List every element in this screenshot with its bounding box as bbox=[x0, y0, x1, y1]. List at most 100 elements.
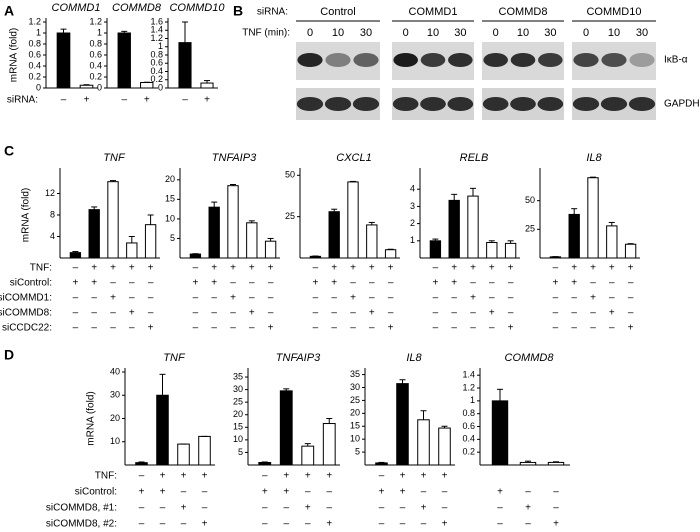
condition-sign: + bbox=[110, 293, 116, 304]
condition-sign: – bbox=[379, 503, 385, 514]
blot-band bbox=[538, 53, 563, 67]
y-tick-label: 0.2 bbox=[462, 447, 475, 457]
y-tick-label: 1.2 bbox=[462, 382, 475, 392]
bar bbox=[519, 461, 537, 466]
condition-sign: – bbox=[369, 278, 375, 289]
y-tick-label: 50 bbox=[525, 195, 535, 205]
condition-sign: + bbox=[628, 323, 634, 334]
condition-sign: + bbox=[211, 278, 217, 289]
condition-sign: – bbox=[553, 503, 559, 514]
condition-sign: – bbox=[331, 323, 337, 334]
condition-sign: + bbox=[470, 293, 476, 304]
condition-sign: + bbox=[160, 487, 166, 498]
bar bbox=[264, 240, 277, 259]
y-tick-label: 0.8 bbox=[28, 38, 41, 48]
condition-sign: – bbox=[451, 323, 457, 334]
condition-sign: + bbox=[388, 323, 394, 334]
bar bbox=[156, 394, 169, 466]
y-tick-label: 0 bbox=[158, 82, 163, 92]
bar bbox=[504, 242, 517, 259]
chart-title: CXCL1 bbox=[336, 152, 371, 164]
condition-sign: – bbox=[553, 308, 559, 319]
condition-sign: – bbox=[211, 323, 217, 334]
condition-sign: + bbox=[400, 471, 406, 482]
y-tick-label: 50 bbox=[285, 170, 295, 180]
bar bbox=[177, 443, 190, 466]
condition-sign: + bbox=[331, 278, 337, 289]
condition-sign: – bbox=[571, 323, 577, 334]
blot-band bbox=[510, 53, 536, 67]
y-tick-label: 0.8 bbox=[150, 49, 163, 59]
condition-sign: – bbox=[433, 293, 439, 304]
condition-sign: + bbox=[110, 263, 116, 274]
condition-sign: + bbox=[350, 263, 356, 274]
blot-band bbox=[483, 53, 508, 67]
chart-title: TNFAIP3 bbox=[276, 352, 321, 364]
condition-sign: – bbox=[388, 293, 394, 304]
bar bbox=[396, 383, 409, 466]
bar bbox=[79, 84, 94, 89]
bar bbox=[200, 82, 214, 89]
blot-time: 0 bbox=[307, 27, 313, 39]
blot-band bbox=[629, 53, 655, 67]
condition-sign: – bbox=[139, 503, 145, 514]
condition-sign: + bbox=[312, 278, 318, 289]
condition-sign: + bbox=[525, 503, 531, 514]
condition-sign: – bbox=[249, 323, 255, 334]
y-tick-label: 0.6 bbox=[89, 49, 102, 59]
protein-label: GAPDH bbox=[664, 99, 700, 110]
blot-band bbox=[296, 97, 324, 111]
blot-time: 10 bbox=[608, 27, 620, 39]
y-tick-label: 3 bbox=[410, 201, 415, 211]
condition-sign: – bbox=[470, 308, 476, 319]
condition-sign: – bbox=[268, 278, 274, 289]
condition-sign: + bbox=[400, 487, 406, 498]
condition-sign: + bbox=[590, 293, 596, 304]
condition-sign: + bbox=[609, 308, 615, 319]
bar bbox=[246, 222, 258, 259]
condition-sign: – bbox=[590, 323, 596, 334]
y-tick-label: 5 bbox=[170, 233, 175, 243]
condition-sign: – bbox=[160, 519, 166, 530]
blot-band bbox=[573, 53, 599, 67]
y-tick-label: 25 bbox=[233, 397, 243, 407]
condition-sign: + bbox=[369, 263, 375, 274]
condition-sign: + bbox=[91, 263, 97, 274]
condition-sign: – bbox=[350, 278, 356, 289]
y-tick-label: 30 bbox=[110, 390, 120, 400]
condition-sign: – bbox=[73, 308, 79, 319]
condition-sign: + bbox=[388, 263, 394, 274]
condition-sign: – bbox=[313, 308, 319, 319]
condition-label: siControl: bbox=[10, 278, 52, 289]
condition-sign: + bbox=[432, 278, 438, 289]
condition-sign: – bbox=[497, 503, 503, 514]
blot-band bbox=[572, 97, 600, 111]
blot-band bbox=[600, 97, 628, 111]
condition-sign: + bbox=[181, 471, 187, 482]
y-tick-label: 25 bbox=[285, 211, 295, 221]
condition-sign: – bbox=[451, 293, 457, 304]
condition-sign: – bbox=[193, 323, 199, 334]
condition-sign: – bbox=[489, 323, 495, 334]
y-tick-label: 15 bbox=[165, 194, 175, 204]
bar bbox=[279, 390, 293, 466]
condition-sign: – bbox=[609, 323, 615, 334]
condition-sign: + bbox=[571, 278, 577, 289]
protein-label: IκB-α bbox=[664, 55, 688, 66]
condition-sign: – bbox=[388, 308, 394, 319]
condition-sign: + bbox=[331, 263, 337, 274]
blot-band bbox=[601, 53, 627, 67]
blot-time: 0 bbox=[583, 27, 589, 39]
condition-sign: + bbox=[553, 519, 559, 530]
condition-sign: – bbox=[305, 487, 311, 498]
y-tick-label: 1 bbox=[158, 41, 163, 51]
blot-band bbox=[392, 97, 419, 111]
blot-band bbox=[482, 97, 509, 111]
condition-label: siCOMMD8: bbox=[0, 308, 52, 319]
condition-sign: + bbox=[129, 263, 135, 274]
condition-sign: – bbox=[181, 519, 187, 530]
bar bbox=[417, 419, 430, 466]
y-tick-label: 2 bbox=[410, 218, 415, 228]
condition-sign: – bbox=[148, 308, 154, 319]
condition-sign: – bbox=[400, 503, 406, 514]
